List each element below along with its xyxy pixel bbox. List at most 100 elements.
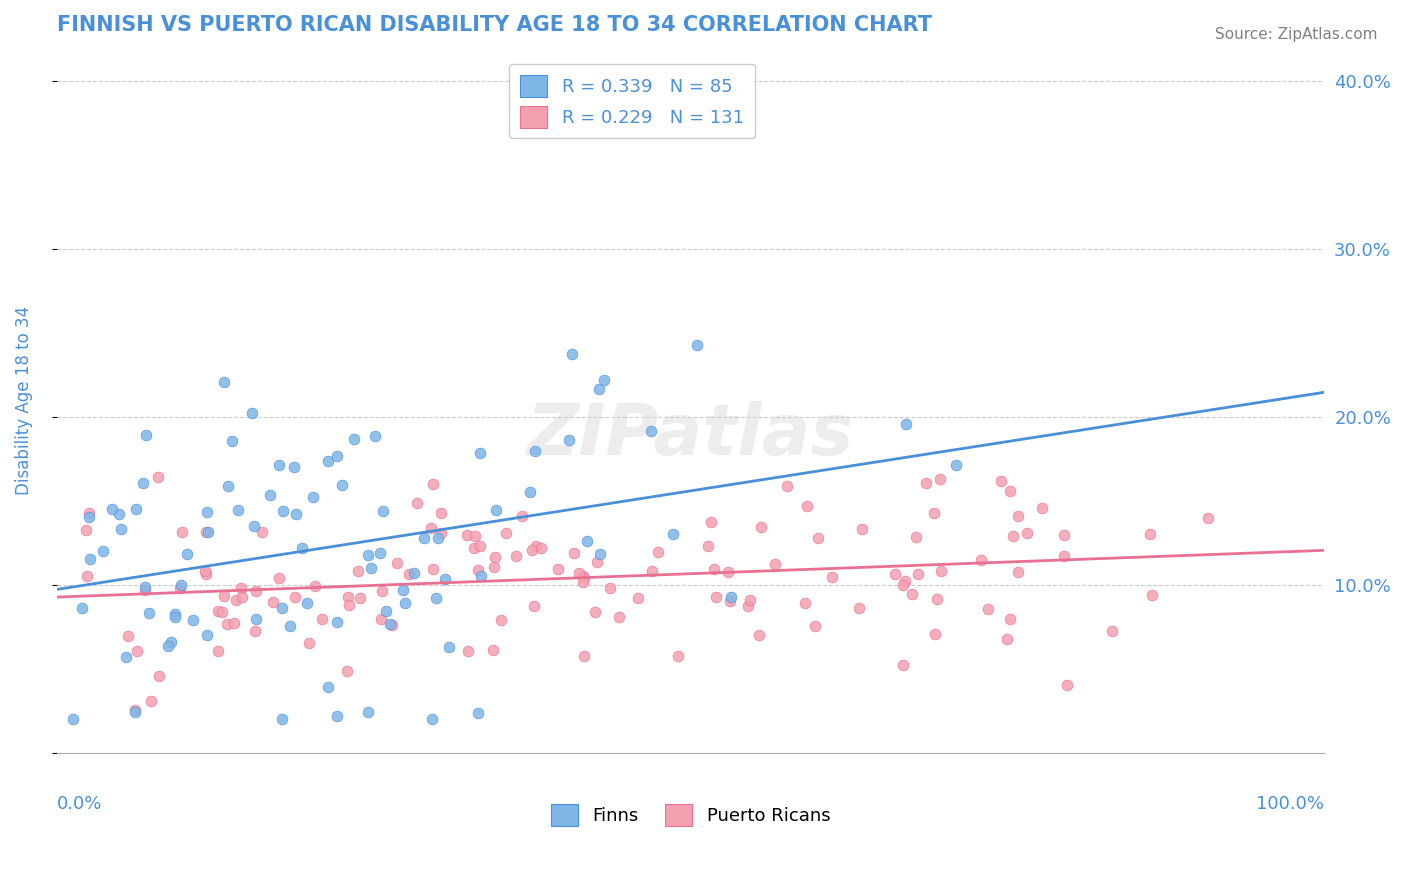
Point bbox=[907, 567, 929, 582]
Point bbox=[124, 501, 146, 516]
Point bbox=[271, 600, 294, 615]
Point bbox=[165, 610, 187, 624]
Point bbox=[485, 503, 508, 517]
Point bbox=[141, 694, 163, 708]
Point bbox=[793, 596, 815, 610]
Point bbox=[135, 427, 157, 442]
Point bbox=[704, 591, 727, 605]
Point bbox=[138, 606, 160, 620]
Point bbox=[110, 522, 132, 536]
Point bbox=[134, 582, 156, 597]
Point bbox=[290, 541, 312, 556]
Text: 100.0%: 100.0% bbox=[1257, 795, 1324, 813]
Point bbox=[326, 449, 349, 463]
Point bbox=[349, 591, 371, 605]
Point bbox=[737, 599, 759, 613]
Point bbox=[848, 601, 870, 615]
Point bbox=[467, 563, 489, 577]
Point bbox=[215, 616, 238, 631]
Point bbox=[385, 556, 408, 570]
Point bbox=[429, 525, 451, 540]
Point bbox=[970, 553, 993, 567]
Point bbox=[463, 541, 485, 555]
Point bbox=[647, 545, 669, 559]
Point bbox=[482, 560, 505, 574]
Point bbox=[225, 593, 247, 607]
Point bbox=[77, 506, 100, 520]
Point bbox=[271, 504, 294, 518]
Point bbox=[640, 564, 662, 578]
Y-axis label: Disability Age 18 to 34: Disability Age 18 to 34 bbox=[15, 306, 32, 495]
Point bbox=[738, 593, 761, 607]
Point bbox=[627, 591, 650, 605]
Point bbox=[703, 562, 725, 576]
Point bbox=[75, 523, 97, 537]
Point bbox=[146, 470, 169, 484]
Point bbox=[530, 541, 553, 555]
Point bbox=[125, 644, 148, 658]
Point bbox=[686, 338, 709, 352]
Point bbox=[301, 490, 323, 504]
Point bbox=[378, 617, 401, 632]
Point bbox=[717, 565, 740, 579]
Point bbox=[572, 571, 595, 585]
Point bbox=[278, 619, 301, 633]
Point bbox=[523, 443, 546, 458]
Point bbox=[1015, 525, 1038, 540]
Point bbox=[561, 347, 583, 361]
Point bbox=[522, 599, 544, 613]
Point bbox=[406, 496, 429, 510]
Point bbox=[243, 624, 266, 638]
Point bbox=[357, 705, 380, 719]
Point bbox=[170, 524, 193, 539]
Point bbox=[510, 509, 533, 524]
Point bbox=[336, 590, 359, 604]
Point bbox=[894, 417, 917, 431]
Point bbox=[491, 613, 513, 627]
Point bbox=[170, 578, 193, 592]
Point bbox=[224, 615, 246, 630]
Point bbox=[337, 598, 360, 612]
Point bbox=[599, 581, 621, 595]
Point bbox=[977, 602, 1000, 616]
Point bbox=[697, 540, 720, 554]
Point bbox=[194, 567, 217, 582]
Point bbox=[945, 458, 967, 472]
Point bbox=[240, 406, 263, 420]
Point bbox=[763, 557, 786, 571]
Point bbox=[373, 504, 395, 518]
Point bbox=[231, 590, 253, 604]
Point bbox=[304, 579, 326, 593]
Point bbox=[520, 543, 543, 558]
Text: ZIPatlas: ZIPatlas bbox=[527, 401, 855, 470]
Point bbox=[851, 522, 873, 536]
Point bbox=[101, 501, 124, 516]
Point bbox=[124, 703, 146, 717]
Point bbox=[79, 552, 101, 566]
Point bbox=[430, 507, 453, 521]
Point bbox=[666, 648, 689, 663]
Point bbox=[148, 669, 170, 683]
Point bbox=[1139, 527, 1161, 541]
Text: Source: ZipAtlas.com: Source: ZipAtlas.com bbox=[1215, 27, 1378, 42]
Point bbox=[572, 568, 595, 582]
Point bbox=[583, 605, 606, 619]
Point bbox=[484, 549, 506, 564]
Point bbox=[568, 566, 591, 580]
Point bbox=[425, 591, 447, 605]
Point bbox=[197, 524, 219, 539]
Point bbox=[243, 519, 266, 533]
Point bbox=[588, 383, 610, 397]
Point bbox=[576, 534, 599, 549]
Point bbox=[893, 577, 915, 591]
Point bbox=[221, 434, 243, 449]
Point bbox=[169, 581, 191, 595]
Point bbox=[924, 627, 946, 641]
Point bbox=[464, 529, 486, 543]
Point bbox=[212, 375, 235, 389]
Point bbox=[259, 487, 281, 501]
Point bbox=[505, 549, 527, 563]
Point bbox=[433, 573, 456, 587]
Point bbox=[284, 590, 307, 604]
Point bbox=[298, 635, 321, 649]
